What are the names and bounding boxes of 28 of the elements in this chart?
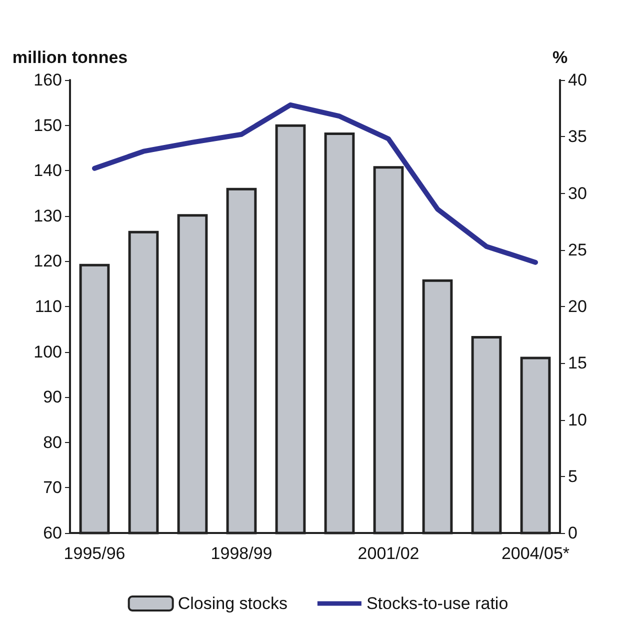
y-tick-label: 120 bbox=[34, 252, 62, 271]
y2-tick-label: 10 bbox=[568, 410, 587, 430]
x-tick-label: 2004/05* bbox=[501, 544, 570, 563]
y2-tick-label: 15 bbox=[568, 354, 587, 373]
y2-tick-label: 0 bbox=[568, 524, 578, 542]
legend-label: Closing stocks bbox=[178, 594, 288, 613]
x-tick-label: 1998/99 bbox=[210, 544, 272, 563]
y-tick-label: 140 bbox=[34, 161, 62, 180]
y-axis-title: million tonnes bbox=[12, 48, 128, 67]
y-tick-label: 150 bbox=[34, 116, 62, 135]
x-tick-label: 1995/96 bbox=[64, 544, 126, 563]
y2-axis-title: % bbox=[552, 48, 568, 67]
y2-tick-label: 20 bbox=[568, 297, 587, 316]
y-tick-label: 90 bbox=[43, 388, 62, 407]
y2-tick-label: 30 bbox=[568, 184, 587, 203]
y2-tick-label: 25 bbox=[568, 240, 587, 260]
y-tick-label: 130 bbox=[34, 206, 62, 226]
y2-tick-label: 40 bbox=[568, 70, 587, 90]
legend-label: Stocks-to-use ratio bbox=[366, 594, 508, 613]
y-tick-label: 60 bbox=[43, 524, 62, 542]
y-tick-label: 70 bbox=[43, 478, 62, 498]
y2-tick-label: 5 bbox=[568, 466, 578, 486]
x-tick-label: 2001/02 bbox=[358, 544, 420, 563]
y-tick-label: 100 bbox=[34, 342, 62, 362]
y2-tick-label: 35 bbox=[568, 127, 587, 146]
y-tick-label: 160 bbox=[34, 70, 62, 90]
y-tick-label: 80 bbox=[43, 432, 62, 452]
y-tick-label: 110 bbox=[34, 297, 62, 316]
